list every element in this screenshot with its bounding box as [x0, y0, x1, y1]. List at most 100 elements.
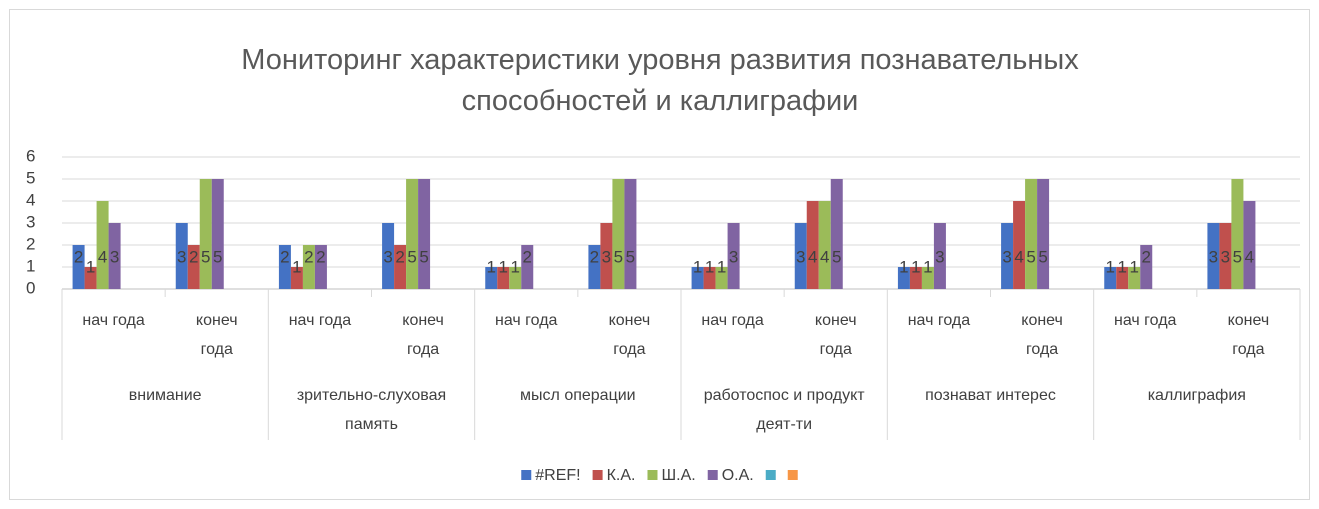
bar: [485, 267, 498, 289]
bar: [1116, 267, 1129, 289]
data-label: 1: [923, 257, 932, 276]
data-label: 3: [383, 247, 392, 266]
data-label: 1: [1118, 257, 1127, 276]
bar: [806, 201, 819, 289]
bar: [1037, 179, 1050, 289]
bar: [382, 223, 395, 289]
bar: [612, 179, 625, 289]
data-label: 4: [1245, 247, 1254, 266]
data-label: 2: [280, 247, 289, 266]
bar: [921, 267, 934, 289]
bar: [909, 267, 922, 289]
bar: [588, 245, 601, 289]
group-label: каллиграфия: [1147, 387, 1246, 404]
legend-swatch: [707, 470, 718, 480]
data-label: 1: [499, 257, 508, 276]
data-label: 3: [1221, 247, 1230, 266]
x-tick-label: нач года: [288, 312, 352, 329]
bar: [108, 223, 121, 289]
y-tick-label: 5: [26, 168, 35, 187]
x-tick-label: конеч года: [402, 312, 444, 358]
bar: [187, 245, 200, 289]
chart-title: Мониторинг характеристики уровня развити…: [241, 44, 1079, 117]
data-label: 1: [705, 257, 714, 276]
data-label: 2: [316, 247, 325, 266]
y-tick-label: 3: [26, 212, 35, 231]
data-label: 5: [1233, 247, 1242, 266]
y-tick-label: 4: [26, 190, 35, 209]
data-label: 1: [899, 257, 908, 276]
data-label: 1: [717, 257, 726, 276]
bar: [600, 223, 613, 289]
data-label: 4: [808, 247, 817, 266]
data-label: 5: [407, 247, 416, 266]
legend-label: К.А.: [607, 467, 636, 484]
data-label: 5: [1026, 247, 1035, 266]
bar: [521, 245, 534, 289]
data-label: 5: [832, 247, 841, 266]
bar: [96, 201, 109, 289]
legend-swatch: [521, 470, 532, 480]
data-label: 2: [590, 247, 599, 266]
data-label: 5: [419, 247, 428, 266]
data-label: 3: [1209, 247, 1218, 266]
bar: [1140, 245, 1153, 289]
data-label: 2: [523, 247, 532, 266]
bar: [691, 267, 704, 289]
x-tick-label: конеч года: [1227, 312, 1270, 358]
group-label: мысл операции: [520, 387, 636, 404]
bar: [302, 245, 315, 289]
data-label: 3: [177, 247, 186, 266]
bar: [278, 245, 291, 289]
legend-label: #REF!: [535, 467, 580, 484]
bar: [1243, 201, 1256, 289]
bar: [727, 223, 740, 289]
bar: [794, 223, 807, 289]
bar: [1128, 267, 1141, 289]
bar: [933, 223, 946, 289]
group-label: зрительно-слуховая память: [296, 387, 447, 433]
data-label: 2: [1142, 247, 1151, 266]
data-label: 3: [1002, 247, 1011, 266]
bar: [1001, 223, 1014, 289]
data-label: 1: [693, 257, 702, 276]
chart-border: [9, 9, 1310, 500]
bar: [1013, 201, 1026, 289]
data-label: 3: [602, 247, 611, 266]
bar: [406, 179, 419, 289]
legend-swatch: [592, 470, 603, 480]
data-label: 5: [201, 247, 210, 266]
data-label: 3: [110, 247, 119, 266]
data-label: 5: [1038, 247, 1047, 266]
data-label: 4: [820, 247, 829, 266]
y-tick-label: 0: [26, 278, 35, 297]
group-label: работоспос и продукт деят-ти: [703, 387, 865, 433]
y-tick-label: 6: [26, 146, 35, 165]
bar: [290, 267, 303, 289]
bar: [418, 179, 431, 289]
y-tick-label: 2: [26, 234, 35, 253]
legend-swatch: [787, 470, 798, 480]
bar: [703, 267, 716, 289]
bar: [314, 245, 327, 289]
bar: [1104, 267, 1117, 289]
group-label: внимание: [128, 387, 202, 404]
y-tick-label: 1: [26, 256, 35, 275]
data-label: 5: [614, 247, 623, 266]
x-tick-label: конеч года: [1021, 312, 1063, 358]
data-label: 3: [796, 247, 805, 266]
x-tick-label: нач года: [907, 312, 971, 329]
x-tick-label: нач года: [495, 312, 558, 329]
x-tick-label: нач года: [701, 312, 764, 329]
data-label: 2: [395, 247, 404, 266]
data-label: 2: [304, 247, 313, 266]
data-label: 3: [729, 247, 738, 266]
bar: [211, 179, 224, 289]
data-label: 5: [213, 247, 222, 266]
data-label: 1: [86, 257, 95, 276]
bar: [1219, 223, 1232, 289]
data-label: 1: [487, 257, 496, 276]
data-label: 1: [292, 257, 301, 276]
data-label: 1: [511, 257, 520, 276]
